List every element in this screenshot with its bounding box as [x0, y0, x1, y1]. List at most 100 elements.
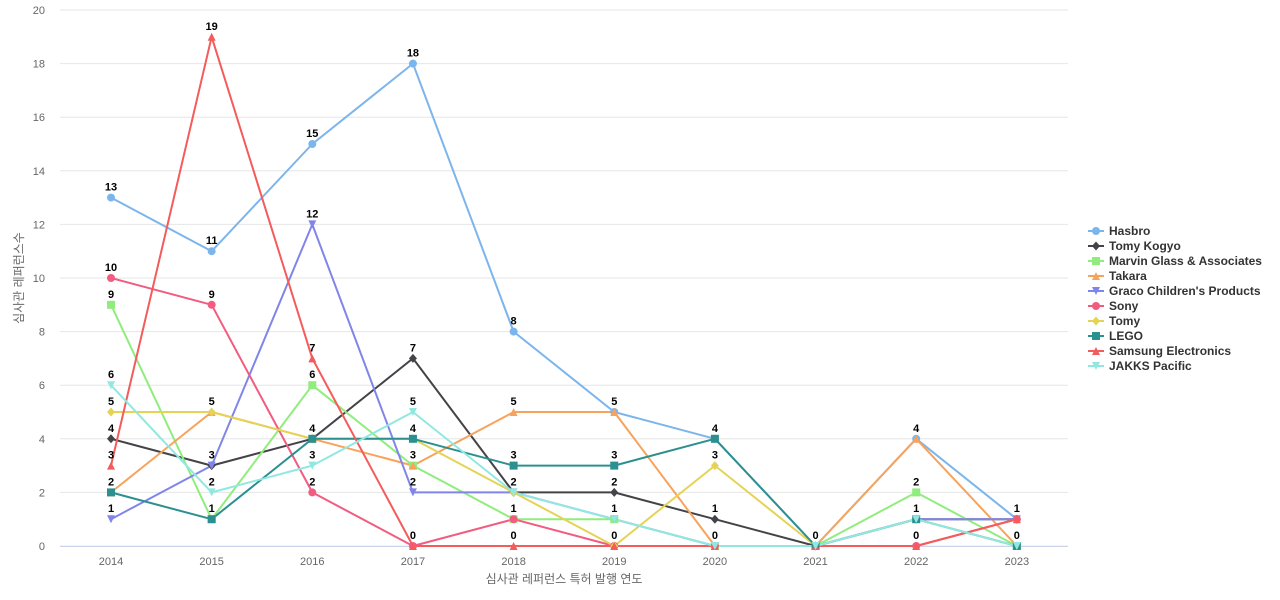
- data-label: 10: [105, 262, 117, 274]
- legend-symbol: [1092, 241, 1100, 251]
- x-axis-title: 심사관 레퍼런스 특허 발행 연도: [486, 571, 643, 586]
- legend-item[interactable]: JAKKS Pacific: [1088, 359, 1192, 373]
- data-point: [308, 461, 317, 470]
- data-label: 4: [410, 423, 417, 435]
- data-label: 5: [108, 396, 114, 408]
- data-point: [509, 488, 518, 497]
- series-line: [110, 357, 1017, 547]
- data-point: [610, 408, 619, 416]
- data-label: 3: [511, 450, 517, 462]
- legend-label: JAKKS Pacific: [1109, 359, 1192, 373]
- data-point: [710, 461, 719, 471]
- data-label: 3: [209, 450, 215, 462]
- data-point: [610, 542, 619, 550]
- legend-item[interactable]: Tomy: [1088, 314, 1140, 328]
- data-label: 12: [306, 208, 318, 220]
- data-label: 2: [108, 476, 114, 488]
- legend-item[interactable]: Takara: [1088, 269, 1147, 283]
- legend-item[interactable]: Graco Children's Products: [1088, 284, 1261, 298]
- data-label: 1: [712, 503, 718, 515]
- x-tick-label: 2016: [300, 556, 324, 568]
- legend-item[interactable]: Samsung Electronics: [1088, 344, 1231, 358]
- y-tick-label: 18: [33, 59, 45, 71]
- data-label: 8: [511, 316, 517, 328]
- legend-item[interactable]: Hasbro: [1088, 224, 1150, 238]
- legend-symbol: [1092, 227, 1100, 235]
- data-label: 3: [108, 450, 114, 462]
- data-label: 5: [209, 396, 215, 408]
- data-label: 6: [108, 369, 114, 381]
- data-label: 1: [209, 503, 215, 515]
- x-tick-label: 2018: [501, 556, 525, 568]
- data-point: [912, 542, 921, 550]
- legend-symbol: [1092, 272, 1100, 280]
- data-label: 7: [410, 342, 416, 354]
- legend-symbol: [1092, 362, 1100, 370]
- y-tick-label: 0: [39, 541, 45, 553]
- legend-symbol: [1092, 302, 1100, 310]
- legend-item[interactable]: Tomy Kogyo: [1088, 239, 1181, 253]
- data-label: 0: [712, 530, 718, 542]
- series-line: [111, 411, 1018, 547]
- x-tick-label: 2019: [602, 556, 626, 568]
- data-label: 1: [511, 503, 517, 515]
- data-label: 4: [309, 423, 316, 435]
- data-label: 2: [913, 476, 919, 488]
- data-point: [207, 300, 216, 309]
- data-point: [1012, 515, 1021, 524]
- data-label: 5: [511, 396, 517, 408]
- data-label: 4: [712, 423, 719, 435]
- data-point: [207, 247, 216, 256]
- y-axis-title: 심사관 레퍼런스수: [12, 232, 26, 324]
- data-label: 3: [611, 450, 617, 462]
- data-point: [308, 434, 317, 443]
- data-point: [308, 381, 317, 390]
- data-point: [207, 32, 216, 41]
- data-label: 3: [309, 450, 315, 462]
- data-label: 5: [410, 396, 416, 408]
- data-point: [408, 434, 417, 443]
- data-point: [107, 381, 115, 390]
- legend-item[interactable]: Sony: [1088, 299, 1139, 313]
- data-label: 3: [410, 450, 416, 462]
- data-point: [107, 193, 115, 202]
- legend-label: Sony: [1109, 299, 1139, 313]
- series-line: [110, 411, 1018, 547]
- x-tick-label: 2017: [401, 556, 425, 568]
- legend-label: Marvin Glass & Associates: [1109, 254, 1262, 268]
- x-tick-label: 2020: [703, 556, 727, 568]
- data-label: 15: [306, 128, 318, 140]
- legend-label: Samsung Electronics: [1109, 344, 1231, 358]
- data-label: 2: [410, 476, 416, 488]
- data-point: [509, 515, 518, 524]
- data-point: [912, 488, 921, 497]
- data-label: 0: [1014, 530, 1020, 542]
- x-tick-label: 2015: [199, 556, 223, 568]
- data-point: [207, 515, 216, 524]
- legend-item[interactable]: Marvin Glass & Associates: [1088, 254, 1262, 268]
- data-point: [408, 408, 417, 416]
- data-label: 6: [309, 369, 315, 381]
- y-tick-label: 14: [33, 166, 45, 178]
- legend-symbol: [1092, 257, 1100, 265]
- data-point: [710, 434, 719, 443]
- data-point: [207, 461, 216, 470]
- y-tick-label: 8: [39, 327, 45, 339]
- data-label: 13: [105, 182, 117, 194]
- legend-item[interactable]: LEGO: [1088, 329, 1143, 343]
- data-label: 2: [309, 476, 315, 488]
- x-tick-label: 2022: [904, 556, 928, 568]
- series-line: [110, 35, 1018, 547]
- data-label: 2: [611, 476, 617, 488]
- data-point: [408, 353, 417, 363]
- series-line: [110, 384, 1018, 547]
- series-lines: [110, 35, 1018, 547]
- data-label: 4: [108, 423, 115, 435]
- data-label: 9: [209, 289, 215, 301]
- legend-symbol: [1092, 316, 1100, 326]
- data-point: [509, 542, 518, 550]
- data-point: [107, 434, 115, 444]
